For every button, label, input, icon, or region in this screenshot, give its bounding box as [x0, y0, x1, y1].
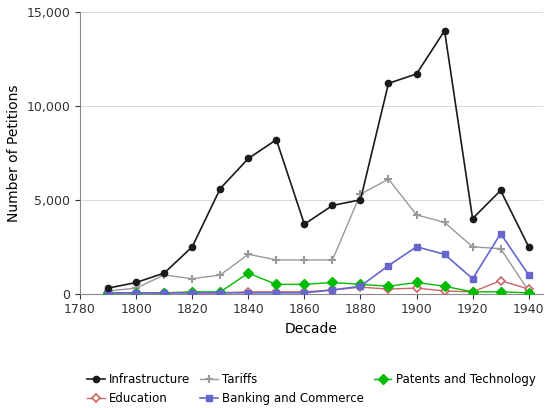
- Legend: Infrastructure, Education, Tariffs, Banking and Commerce, Patents and Technology: Infrastructure, Education, Tariffs, Bank…: [87, 373, 536, 405]
- Y-axis label: Number of Petitions: Number of Petitions: [7, 84, 21, 222]
- X-axis label: Decade: Decade: [285, 322, 338, 336]
